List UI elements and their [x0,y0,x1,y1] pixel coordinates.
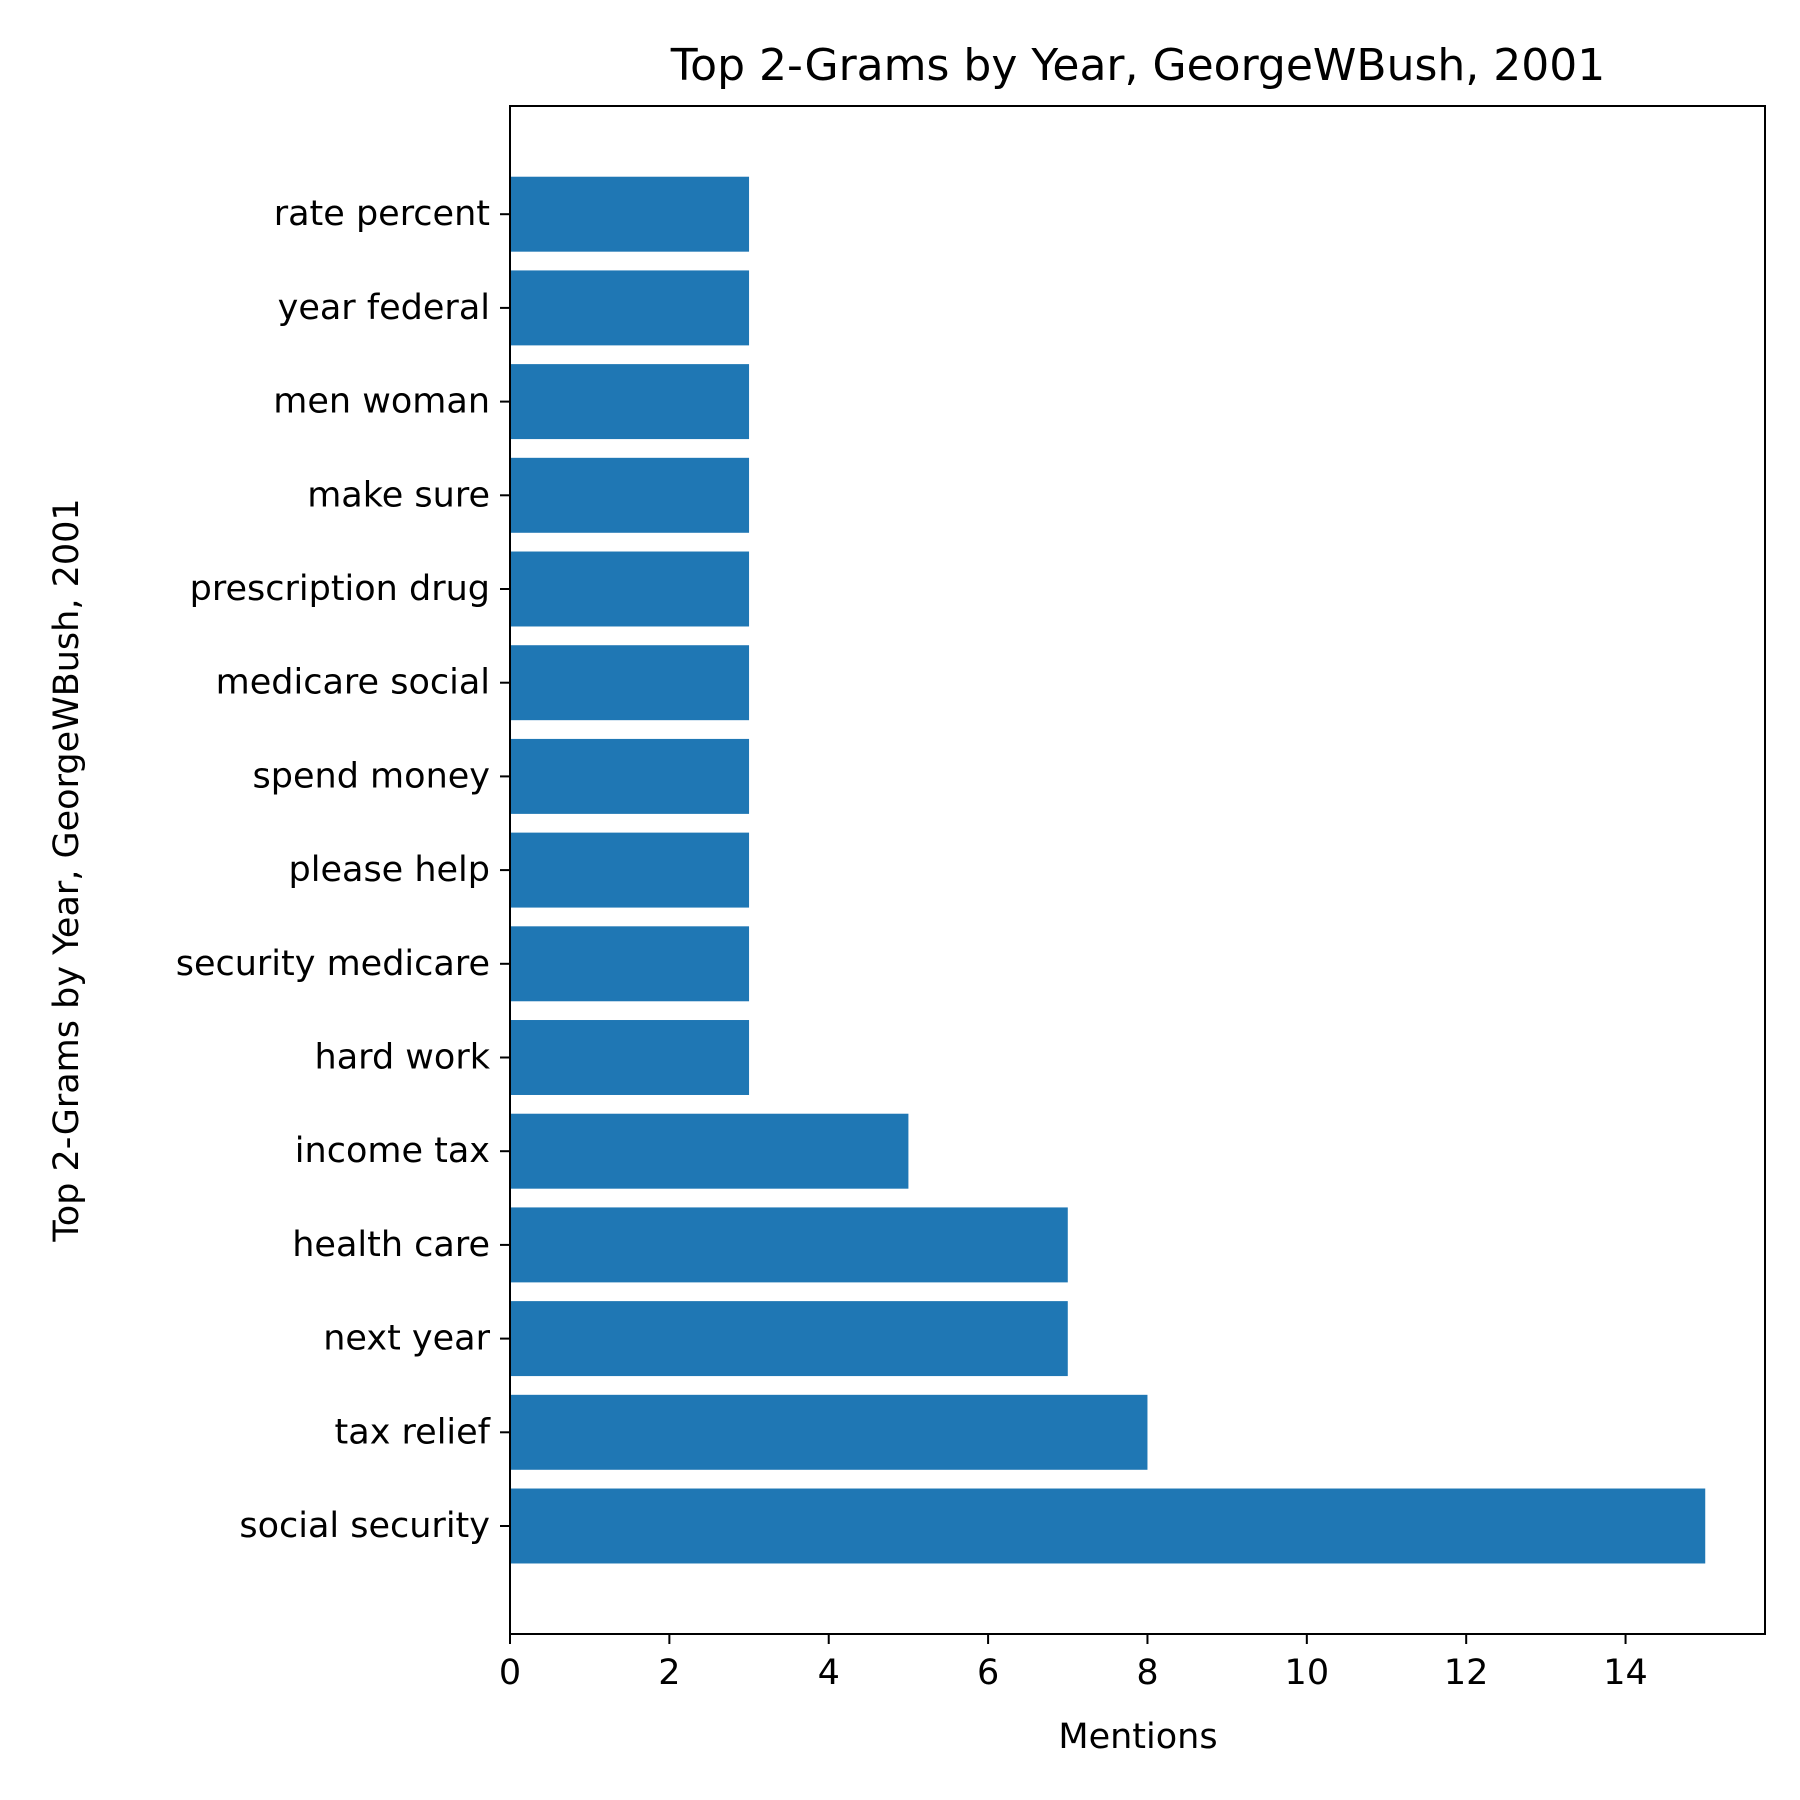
x-tick-label: 8 [1136,1653,1158,1693]
y-tick-label: security medicare [176,944,490,984]
y-tick-label: rate percent [274,194,490,234]
bar [510,1207,1068,1283]
bar [510,270,750,346]
bar [510,1301,1068,1377]
x-axis-label: Mentions [1058,1717,1217,1757]
x-tick-label: 14 [1603,1653,1648,1693]
x-tick-label: 6 [977,1653,999,1693]
y-tick-label: men woman [273,382,490,422]
x-tick-label: 4 [818,1653,840,1693]
y-tick-label: please help [289,850,490,890]
bar [510,832,750,908]
bar [510,364,750,440]
y-tick-label: income tax [295,1131,490,1171]
x-tick-label: 2 [658,1653,680,1693]
bar [510,176,750,252]
x-tick-label: 0 [499,1653,521,1693]
bars-group [510,176,1706,1564]
bar [510,1113,909,1189]
y-tick-label: tax relief [335,1412,491,1452]
y-tick-label: medicare social [216,663,490,703]
bar [510,457,750,533]
y-tick-label: year federal [278,288,490,328]
bar [510,738,750,814]
y-tick-label: health care [292,1225,490,1265]
y-tick-label: next year [323,1319,490,1359]
bar [510,1394,1148,1470]
x-tick-label: 10 [1285,1653,1330,1693]
y-tick-label: prescription drug [190,569,490,609]
x-tick-label: 12 [1444,1653,1489,1693]
y-tick-label: spend money [253,756,490,796]
plot-frame [509,105,1766,1635]
bar [510,551,750,627]
bar [510,645,750,721]
y-tick-label: make sure [307,475,490,515]
bar [510,1488,1706,1564]
bar [510,926,750,1002]
y-tick-label: hard work [315,1038,491,1078]
y-tick-label: social security [239,1506,490,1546]
bar [510,1020,750,1095]
y-axis-label: Top 2-Grams by Year, GeorgeWBush, 2001 [47,498,87,1242]
chart-title: Top 2-Grams by Year, GeorgeWBush, 2001 [670,40,1605,91]
y-axis-ticks: social security tax relief next year health… [176,194,510,1546]
x-axis-ticks: 0 2 4 6 8 10 12 14 [499,1634,1648,1693]
